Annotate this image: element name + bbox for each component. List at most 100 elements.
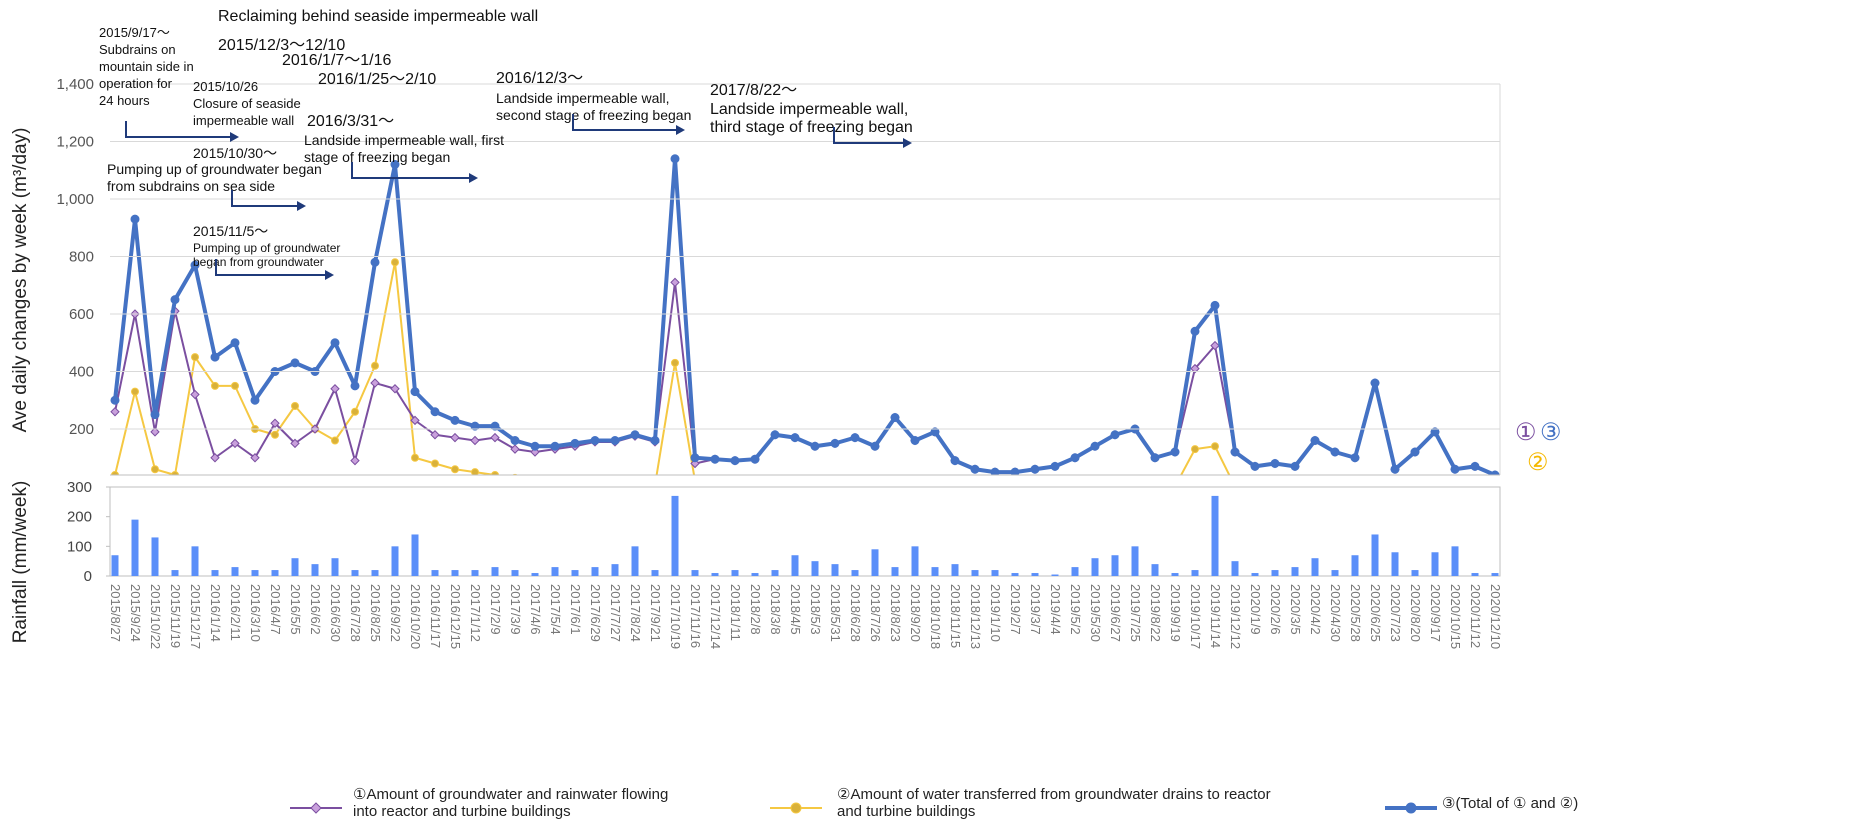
point (930, 427, 940, 437)
rain-bar (1111, 555, 1119, 576)
annotation: Pumping up of groundwater began (107, 161, 322, 177)
x-tick-label: 2020/5/28 (1348, 584, 1363, 642)
point (1110, 430, 1120, 440)
y-tick-label: 800 (69, 249, 94, 266)
point (790, 433, 800, 443)
point (970, 464, 980, 474)
plot-area (110, 154, 1500, 489)
y-tick-label: 1,400 (56, 76, 94, 93)
y-tick-label: 1,000 (56, 191, 94, 208)
rain-bar (471, 570, 479, 576)
x-tick-label: 2020/4/30 (1328, 584, 1343, 642)
rain-bar (511, 570, 519, 576)
point (910, 436, 920, 445)
series-line (113, 156, 1496, 475)
x-tick-label: 2019/5/30 (1088, 584, 1103, 642)
point (850, 433, 860, 443)
x-tick-label: 2018/7/26 (868, 584, 883, 642)
rain-bar (931, 567, 939, 576)
point (1190, 326, 1200, 336)
rain-bar (1411, 570, 1419, 576)
y-tick-label: 600 (69, 306, 94, 323)
point (430, 430, 440, 440)
point (110, 395, 120, 405)
point (1070, 453, 1080, 463)
point (170, 295, 180, 305)
point (210, 453, 220, 463)
rain-bar (111, 555, 119, 576)
point (550, 441, 560, 451)
point (670, 154, 680, 164)
rain-bar (1351, 555, 1359, 576)
x-tick-label: 2018/3/8 (768, 584, 783, 635)
rain-bar (671, 495, 679, 576)
rain-bar (1431, 552, 1439, 576)
x-tick-label: 2020/2/6 (1268, 584, 1283, 635)
rain-bar (431, 570, 439, 576)
point (950, 456, 960, 466)
x-tick-label: 2017/1/12 (468, 584, 483, 642)
x-tick-label: 2019/12/12 (1228, 584, 1243, 649)
point (150, 410, 160, 420)
point (211, 381, 219, 390)
x-tick-label: 2017/3/9 (508, 584, 523, 635)
x-tick-label: 2019/11/14 (1208, 584, 1223, 648)
x-tick-label: 2017/9/21 (648, 584, 663, 642)
x-tick-label: 2016/11/17 (428, 584, 443, 648)
annotation: Subdrains on (99, 42, 176, 57)
x-tick-label: 2018/8/23 (888, 584, 903, 642)
arrow (572, 114, 676, 131)
point (692, 477, 699, 484)
rain-bar (491, 567, 499, 576)
rain-bar (151, 537, 159, 576)
y-tick-label: 200 (69, 421, 94, 438)
x-tick-label: 2020/8/20 (1408, 584, 1423, 642)
point (1490, 470, 1500, 475)
series-line (114, 261, 1231, 475)
x-tick-label: 2017/4/6 (528, 584, 543, 635)
x-tick-label: 2016/10/20 (408, 584, 423, 649)
point (171, 471, 179, 475)
point (271, 430, 279, 439)
rain-bar (971, 570, 979, 576)
x-tick-label: 2018/11/15 (948, 584, 963, 648)
point (1030, 464, 1040, 474)
x-tick-label: 2015/11/19 (168, 584, 183, 648)
annotation: 2015/10/30～ (193, 145, 277, 161)
annotation: Reclaiming behind seaside impermeable wa… (218, 8, 538, 25)
arrow (215, 259, 325, 276)
y2-tick-label: 300 (67, 479, 92, 496)
y-tick-label: 1,200 (56, 134, 94, 151)
x-tick-label: 2015/8/27 (108, 584, 123, 642)
point (290, 358, 300, 368)
rain-bar (1251, 573, 1259, 576)
rain-bar (631, 546, 639, 576)
rain-bar (451, 570, 459, 576)
arrow-head (469, 173, 478, 183)
rain-bar (1071, 567, 1079, 576)
point (190, 260, 200, 270)
point (652, 482, 659, 489)
y2-axis-title: Rainfall (mm/week) (10, 481, 31, 644)
rain-bar (851, 570, 859, 576)
x-tick-label: 2019/3/7 (1028, 584, 1043, 635)
rain-bar (1371, 534, 1379, 576)
annotation: Closure of seaside (193, 96, 301, 111)
point (1210, 340, 1220, 351)
point (1170, 447, 1180, 457)
x-tick-label: 2018/2/8 (748, 584, 763, 635)
arrow-head (676, 125, 685, 135)
point (612, 482, 619, 489)
point (190, 389, 200, 400)
rain-bar (1051, 574, 1059, 576)
point (572, 480, 579, 487)
rain-bar (531, 573, 539, 576)
point (1470, 461, 1480, 471)
x-tick-label: 2016/1/14 (208, 584, 223, 642)
point (1050, 461, 1060, 471)
rain-bar (611, 564, 619, 576)
point (510, 436, 520, 445)
point (131, 387, 139, 396)
point (610, 436, 620, 445)
legend-label: ③(Total of ① and ②) (1442, 795, 1579, 812)
